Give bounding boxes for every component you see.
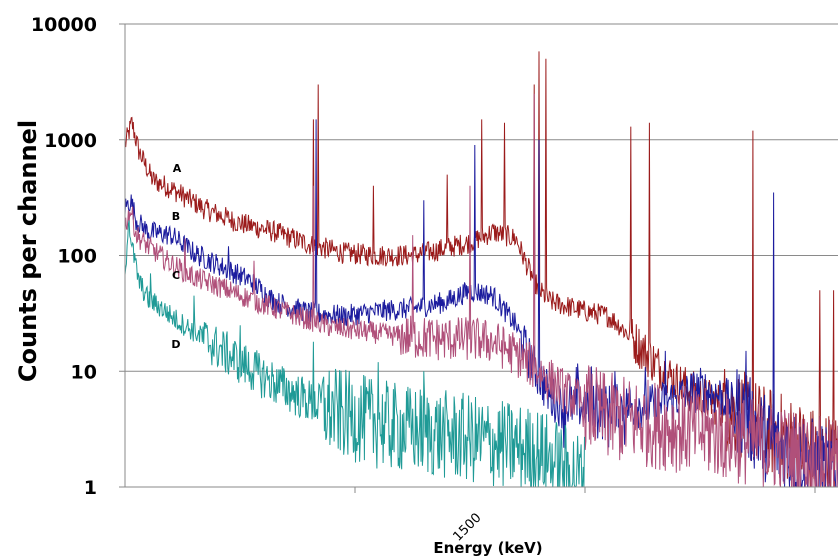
- series-line-d: [124, 220, 585, 488]
- y-axis-title: Counts per channel: [14, 120, 42, 382]
- y-tick-label: 1: [84, 477, 97, 499]
- series-layer: [124, 51, 838, 488]
- series-label-d: D: [171, 338, 180, 351]
- y-tick-label: 100: [57, 246, 97, 268]
- series-label-a: A: [173, 162, 182, 175]
- y-tick-label: 1000: [44, 130, 97, 152]
- series-line-c: [124, 93, 838, 488]
- series-labels: A B C D: [171, 162, 181, 351]
- series-label-b: B: [172, 210, 180, 223]
- x-axis-title: Energy (keV): [433, 539, 542, 557]
- y-tick-label: 10: [71, 361, 97, 383]
- y-tick-label: 10000: [31, 14, 97, 36]
- series-label-c: C: [172, 269, 180, 282]
